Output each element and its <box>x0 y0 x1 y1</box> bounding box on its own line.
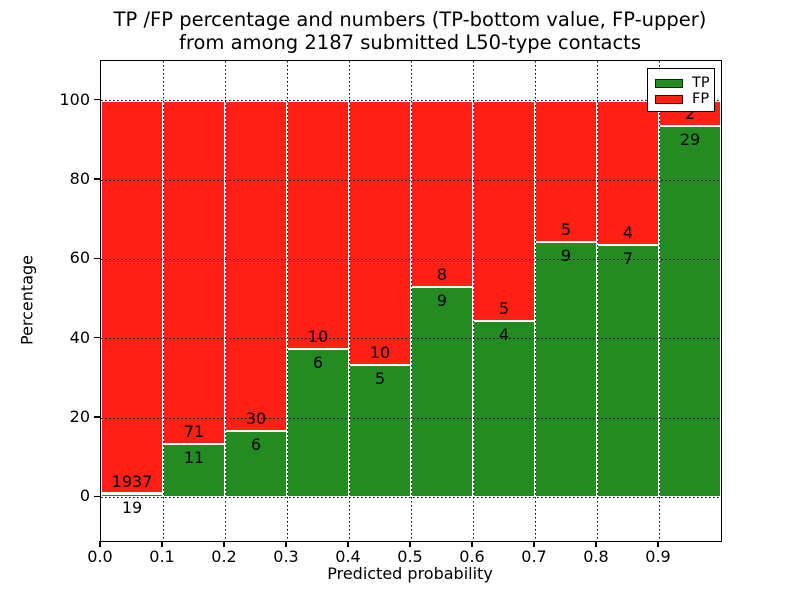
bar-fp-segment <box>101 100 163 494</box>
x-tick-label: 0.0 <box>87 547 113 566</box>
fp-count-label: 10 <box>369 343 391 363</box>
tp-count-label: 6 <box>250 435 262 455</box>
x-tick <box>533 541 535 547</box>
chart-title-line2: from among 2187 submitted L50-type conta… <box>179 30 641 54</box>
gridline-h <box>101 179 721 181</box>
x-tick-label: 0.4 <box>335 547 361 566</box>
x-tick <box>223 541 225 547</box>
x-tick <box>471 541 473 547</box>
x-tick <box>657 541 659 547</box>
gridline-v <box>286 61 288 541</box>
y-tick <box>94 257 100 260</box>
bar-fp-segment <box>535 100 597 243</box>
x-tick-label: 0.9 <box>645 547 671 566</box>
gridline-v <box>534 61 536 541</box>
tp-count-label: 19 <box>121 497 143 517</box>
y-tick <box>94 416 100 418</box>
fp-count-label: 30 <box>245 409 267 429</box>
x-tick-label: 0.5 <box>397 547 423 566</box>
chart-title-line1: TP /FP percentage and numbers (TP-bottom… <box>113 8 707 31</box>
bar-tp-segment <box>535 242 597 498</box>
y-tick <box>94 178 100 180</box>
legend-item-fp: FP <box>655 91 714 107</box>
x-tick <box>99 541 101 547</box>
fp-count-label: 4 <box>622 222 634 242</box>
legend-label: FP <box>692 91 710 107</box>
gridline-h <box>101 496 721 498</box>
tp-count-label: 7 <box>622 248 634 268</box>
gridline-v <box>596 61 598 541</box>
x-tick-label: 0.3 <box>273 547 299 566</box>
x-tick-label: 0.1 <box>149 547 175 566</box>
gridline-v <box>348 61 350 541</box>
x-tick <box>595 541 597 547</box>
tp-count-label: 29 <box>679 130 701 150</box>
x-tick-label: 0.7 <box>521 547 547 566</box>
gridline-h <box>101 100 721 102</box>
tp-count-label: 6 <box>312 352 324 372</box>
y-axis-label: Percentage <box>17 254 37 346</box>
gridline-v <box>410 61 412 541</box>
legend-label: TP <box>692 75 710 91</box>
bar-tp-segment <box>473 321 535 498</box>
tp-count-label: 9 <box>560 246 572 266</box>
x-axis-label: Predicted probability <box>327 564 493 583</box>
legend-swatch-fp <box>655 94 683 104</box>
gridline-v <box>224 61 226 541</box>
gridline-v <box>472 61 474 541</box>
legend-swatch-tp <box>655 78 683 88</box>
x-tick <box>161 541 163 547</box>
gridline-v <box>658 61 660 541</box>
fp-count-label: 8 <box>436 265 448 285</box>
y-tick-label: 60 <box>69 248 90 268</box>
y-tick-label: 100 <box>59 89 90 109</box>
fp-count-label: 5 <box>560 220 572 240</box>
bar-tp-segment <box>597 244 659 498</box>
y-tick <box>94 495 100 498</box>
y-tick-label: 40 <box>69 327 90 347</box>
bar-tp-segment <box>659 126 721 498</box>
fp-count-label: 1937 <box>111 471 153 491</box>
bar-fp-segment <box>411 100 473 288</box>
gridline-h <box>101 258 721 260</box>
gridline-h <box>101 417 721 419</box>
chart-title: TP /FP percentage and numbers (TP-bottom… <box>100 8 720 54</box>
x-tick-label: 0.8 <box>583 547 609 566</box>
x-tick <box>347 541 349 547</box>
bar-fp-segment <box>349 100 411 366</box>
bar-tp-segment <box>225 431 287 498</box>
bar-fp-segment <box>225 100 287 432</box>
bar-fp-segment <box>473 100 535 322</box>
tp-count-label: 9 <box>436 291 448 311</box>
y-tick-label: 80 <box>69 169 90 188</box>
tp-count-label: 5 <box>374 369 386 389</box>
gridline-v <box>162 61 164 541</box>
bar-fp-segment <box>287 100 349 349</box>
bar-tp-segment <box>411 287 473 498</box>
legend: TP FP <box>647 68 715 112</box>
fp-count-label: 5 <box>498 299 510 319</box>
bar-fp-segment <box>163 100 225 445</box>
fp-count-label: 71 <box>183 422 205 442</box>
y-tick-label: 0 <box>79 486 90 506</box>
bar-fp-segment <box>597 100 659 245</box>
gridline-h <box>101 338 721 340</box>
y-tick <box>94 98 100 101</box>
tp-count-label: 11 <box>183 448 205 468</box>
fp-count-label: 10 <box>307 326 329 346</box>
x-tick <box>285 541 287 547</box>
legend-item-tp: TP <box>655 75 714 91</box>
tp-count-label: 4 <box>498 325 510 345</box>
x-tick <box>409 541 411 547</box>
y-tick-label: 20 <box>69 407 90 427</box>
x-tick-label: 0.2 <box>211 547 237 566</box>
fp-count-label: 2 <box>684 104 696 124</box>
y-tick <box>94 336 100 339</box>
plot-area: TP FP 1937 19 71 11 30 6 10 6 10 5 8 9 5 4 5 9 4 7 2 29 <box>100 60 722 542</box>
x-tick-label: 0.6 <box>459 547 485 566</box>
